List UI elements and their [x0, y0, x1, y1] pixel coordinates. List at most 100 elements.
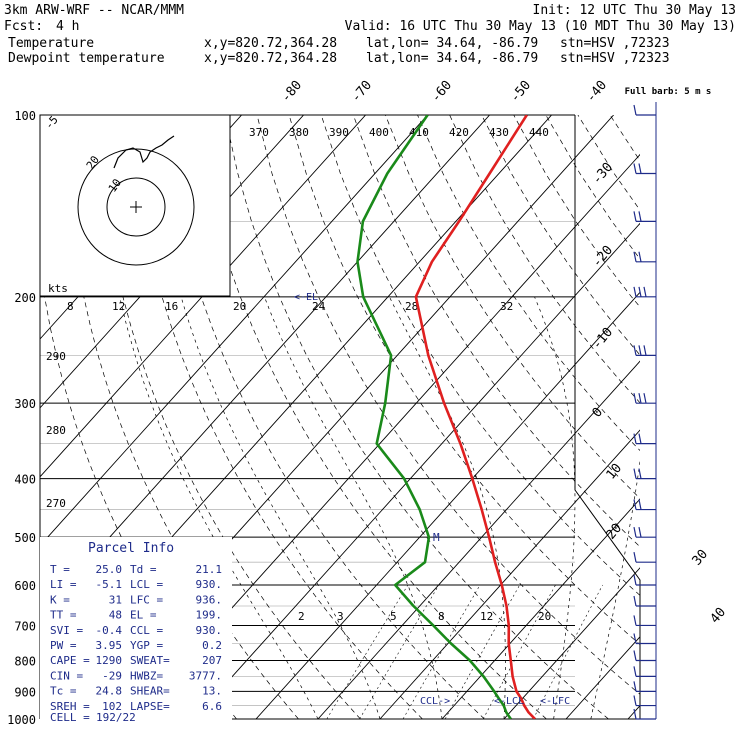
parcel-row-4-col-0: SVI = — [50, 624, 83, 637]
wind-barb-flag-750-0 — [633, 633, 637, 644]
mixing-ratio-8 — [444, 584, 520, 719]
wind-barb-950 — [633, 695, 656, 707]
fcst-label: Fcst: — [4, 19, 43, 34]
hodograph-ring-10 — [106, 177, 166, 237]
parcel-row-9-col-0: SREH = — [50, 700, 90, 713]
parcel-row-6-col-1: 1290 — [96, 654, 123, 667]
parcel-row-1-col-3: 930. — [196, 578, 223, 591]
hodograph-ring-label-20: 20 — [84, 153, 102, 171]
wind-barb-flag-600-0 — [633, 574, 637, 586]
wind-barb-250 — [633, 345, 656, 356]
wind-barb-flag-300-1 — [638, 393, 642, 404]
parcel-row-1-col-1: -5.1 — [96, 578, 123, 591]
wind-barb-flag-200-1 — [638, 286, 642, 297]
dry-adiabat-370 — [417, 115, 640, 451]
wind-barb-700 — [633, 615, 656, 627]
lcl-marker: <-LCL — [494, 696, 524, 707]
parcel-row-6-col-2: SWEAT= — [130, 654, 170, 667]
axis-label-20: 20 — [233, 300, 246, 313]
wind-barb-title: Full barb: 5 m s — [625, 87, 712, 97]
isotherm-40 — [627, 704, 640, 719]
isotherm-top-label-4: -40 — [584, 78, 611, 106]
axis-label-8: 8 — [67, 300, 74, 313]
el-marker: <-EL — [294, 292, 318, 303]
parcel-row-8-col-3: 13. — [202, 685, 222, 698]
init-time: Init: 12 UTC Thu 30 May 13 — [533, 3, 737, 18]
parcel-row-7-col-1: -29 — [102, 669, 122, 682]
wind-barb-flag-125-0 — [633, 163, 637, 174]
moist-adiabat-0 — [180, 296, 381, 719]
mixing-ratio-2 — [326, 584, 409, 719]
axis-label-24: 24 — [312, 300, 326, 313]
parcel-row-2-col-1: 31 — [109, 593, 122, 606]
isotherm--10 — [317, 360, 640, 719]
pressure-label-900: 900 — [14, 685, 36, 699]
parcel-row-8-col-1: 24.8 — [96, 685, 123, 698]
wind-barb-flag-550-0 — [633, 552, 637, 563]
dry-adiabat-430 — [609, 115, 640, 162]
dry-adiabat-400 — [513, 115, 640, 308]
pressure-label-800: 800 — [14, 654, 36, 668]
parcel-row-1-col-2: LCL = — [130, 578, 163, 591]
wind-barb-650 — [633, 595, 656, 607]
isotherm--80 — [40, 115, 428, 547]
parcel-info-rows: T = 25.0 Td = 21.1 LI = -5.1 LCL = 930. K = 31 LFC… — [50, 563, 222, 713]
parcel-row-5-col-2: YGP = — [130, 639, 163, 652]
isotherm-0 — [379, 429, 640, 719]
isotherm-50 — [690, 115, 740, 719]
isotherm-right-label-6: 30 — [690, 547, 712, 569]
isotherm-right-label-3: 0 — [590, 405, 607, 421]
wind-barb-flag-450-1 — [638, 499, 642, 510]
wind-barb-flag-150-0 — [633, 211, 637, 222]
dew-station: stn=HSV ,72323 — [560, 51, 670, 66]
theta-left-label-290: 290 — [46, 350, 66, 363]
isotherm-20 — [503, 567, 640, 719]
parcel-row-9-col-1: 102 — [102, 700, 122, 713]
dry-adiabat-460 — [706, 115, 740, 719]
wind-barb-flag-500-1 — [638, 527, 642, 538]
dry-adiabat-320 — [256, 115, 640, 695]
parcel-row-9-col-3: 6.6 — [202, 700, 222, 713]
parcel-row-7-col-0: CIN = — [50, 669, 83, 682]
dewpoint-series-line — [356, 115, 512, 719]
dry-adiabat-360 — [385, 115, 640, 499]
wind-barb-flag-1000-0 — [633, 708, 637, 720]
hodograph-unit: kts — [48, 282, 68, 295]
wind-barb-175 — [633, 251, 656, 263]
wind-barb-flag-800-0 — [633, 650, 637, 661]
parcel-row-3-col-3: 199. — [196, 609, 223, 622]
pressure-label-200: 200 — [14, 291, 36, 305]
parcel-row-2-col-0: K = — [50, 593, 70, 606]
parcel-row-4-col-1: -0.4 — [96, 624, 123, 637]
wind-barb-flag-500-0 — [633, 527, 637, 538]
wind-barb-flag-250-2 — [643, 345, 647, 356]
moist-adiabat--10 — [119, 296, 319, 719]
isotherm-30 — [565, 636, 640, 719]
wind-barb-flag-300-0 — [633, 393, 637, 404]
theta-label-370: 370 — [249, 126, 269, 139]
fcst-hours: 4 h — [56, 19, 79, 34]
parcel-cell-value: 192/22 — [96, 711, 136, 724]
wind-barb-100 — [633, 104, 656, 116]
hodograph-ring-label-10: 10 — [106, 176, 124, 194]
theta-label-380: 380 — [289, 126, 309, 139]
isotherm--90 — [40, 115, 366, 478]
moist-adiabat-20 — [389, 296, 506, 719]
isotherm--70 — [40, 115, 490, 616]
theta-label-420: 420 — [449, 126, 469, 139]
mixing-ratio-label-5: 5 — [390, 610, 397, 623]
parcel-row-4-col-3: 930. — [196, 624, 223, 637]
mixing-ratio-label-8: 8 — [438, 610, 445, 623]
temp-station: stn=HSV ,72323 — [560, 36, 670, 51]
axis-label-16: 16 — [165, 300, 178, 313]
wind-barb-flag-300-2 — [643, 393, 647, 404]
parcel-row-8-col-2: SHEAR= — [130, 685, 170, 698]
parcel-row-0-col-2: Td = — [130, 563, 157, 576]
isotherm-top-label-1: -70 — [349, 78, 376, 106]
wind-barb-150 — [633, 211, 656, 222]
wind-barb-flag-450-0 — [633, 499, 637, 510]
theta-label-430: 430 — [489, 126, 509, 139]
isotherm-right-label-2: -10 — [590, 325, 617, 353]
wind-barb-flag-400-1 — [638, 468, 642, 479]
